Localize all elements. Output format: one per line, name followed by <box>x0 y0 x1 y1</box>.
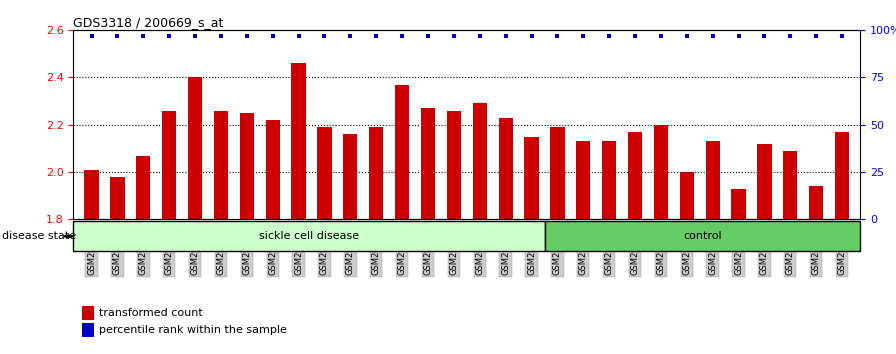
Bar <box>550 127 564 219</box>
Bar <box>576 141 590 219</box>
Bar <box>524 137 538 219</box>
Bar <box>343 134 358 219</box>
Bar <box>188 78 202 219</box>
Bar <box>214 110 228 219</box>
Bar <box>447 110 461 219</box>
Bar <box>602 141 616 219</box>
Bar <box>84 170 99 219</box>
Bar <box>472 103 487 219</box>
Bar <box>809 186 823 219</box>
Text: transformed count: transformed count <box>99 308 202 318</box>
Bar <box>757 144 771 219</box>
Bar <box>110 177 125 219</box>
Bar <box>783 151 797 219</box>
Bar <box>628 132 642 219</box>
Bar <box>654 125 668 219</box>
Text: GDS3318 / 200669_s_at: GDS3318 / 200669_s_at <box>73 16 224 29</box>
Bar <box>705 141 719 219</box>
Bar <box>240 113 254 219</box>
Bar <box>291 63 306 219</box>
Bar <box>369 127 383 219</box>
Bar <box>162 110 177 219</box>
Bar <box>421 108 435 219</box>
Bar <box>498 118 513 219</box>
Bar <box>731 189 745 219</box>
Text: sickle cell disease: sickle cell disease <box>260 231 359 241</box>
Bar <box>317 127 332 219</box>
Bar <box>680 172 694 219</box>
Bar <box>136 155 151 219</box>
Bar <box>395 85 409 219</box>
Bar <box>265 120 280 219</box>
Text: percentile rank within the sample: percentile rank within the sample <box>99 325 287 335</box>
Bar <box>835 132 849 219</box>
Text: control: control <box>684 231 722 241</box>
Text: disease state: disease state <box>2 231 76 241</box>
